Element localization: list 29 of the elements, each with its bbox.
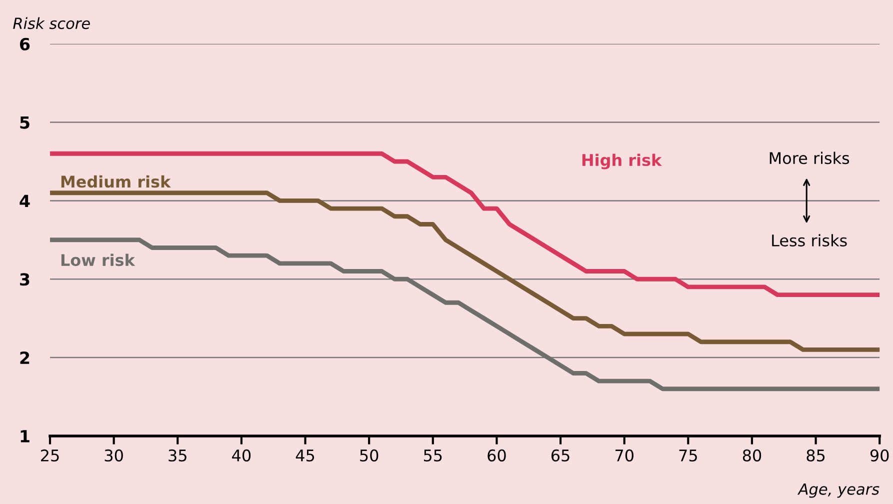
annotation: Less risks: [772, 234, 847, 246]
x-tick-label: 80: [742, 449, 762, 462]
series-label: Low risk: [61, 254, 136, 266]
annotation: More risks: [770, 152, 850, 164]
x-tick-label: 70: [615, 449, 634, 462]
x-axis-title: Age, years: [797, 483, 880, 498]
x-tick-label: 55: [424, 450, 442, 462]
y-tick-label: 2: [20, 352, 30, 364]
text: High risk: [582, 154, 662, 170]
x-tick-label: 35: [168, 449, 186, 462]
x-tick-label: 25: [41, 449, 59, 462]
x-tick-label: 65: [551, 449, 570, 462]
line-series: [50, 151, 880, 298]
x-tick-label: 50: [360, 449, 378, 462]
y-tick-label: 3: [20, 273, 30, 286]
x-tick-label: 45: [296, 450, 314, 462]
y-axis-title: Risk score: [13, 17, 90, 30]
x-tick-label: 90: [870, 449, 889, 462]
y-tick-label: 5: [20, 116, 30, 129]
line-series: [50, 190, 880, 352]
y-tick-label: 6: [20, 38, 30, 50]
x-tick-label: 75: [679, 450, 697, 462]
x-tick-label: 40: [232, 449, 251, 462]
series-label: Medium risk: [61, 175, 171, 188]
y-tick-label: 1: [20, 430, 30, 442]
y-tick-label: 4: [20, 194, 30, 208]
x-tick-label: 30: [104, 449, 123, 462]
x-tick-label: 85: [806, 449, 825, 462]
x-tick-label: 60: [488, 449, 506, 462]
